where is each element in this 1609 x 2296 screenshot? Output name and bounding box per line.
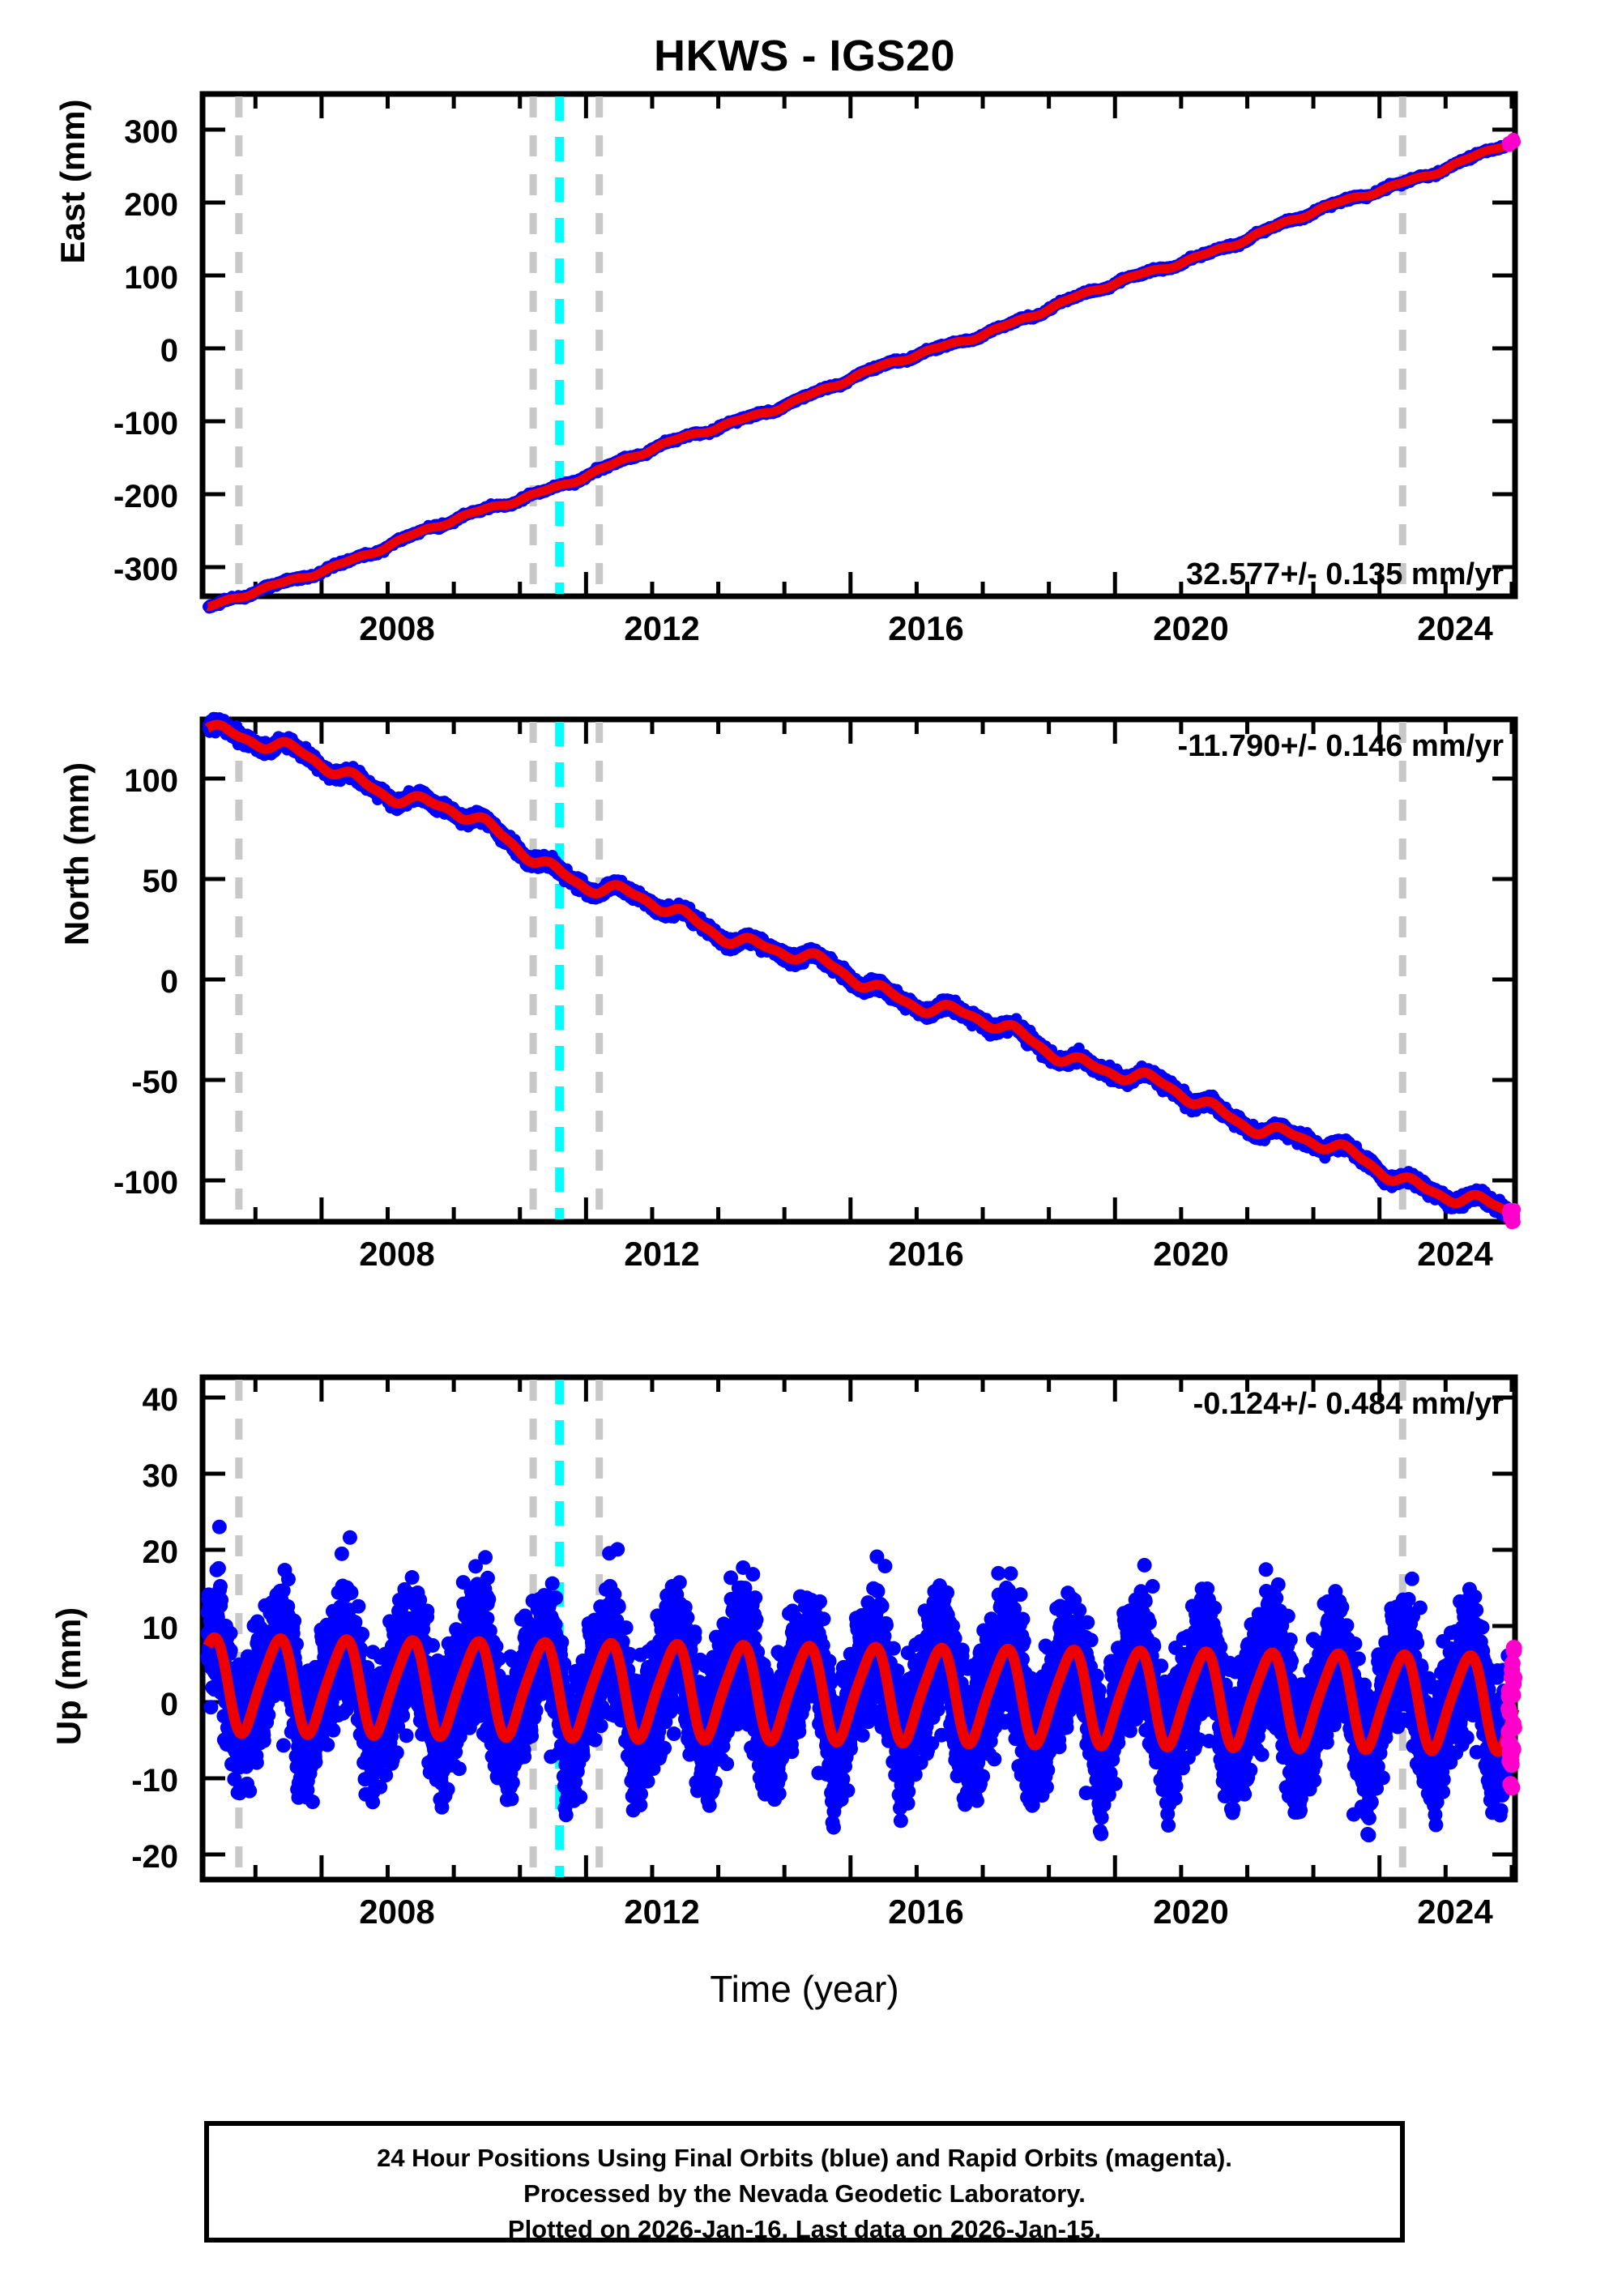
north-plot-area[interactable] (0, 672, 1609, 1337)
y-tick-east-4: -100 (32, 406, 178, 442)
y-tick-up-1: 30 (49, 1458, 179, 1495)
y-tick-east-3: 0 (49, 333, 178, 369)
y-tick-east-2: 100 (49, 260, 178, 297)
y-tick-up-5: -10 (32, 1763, 178, 1799)
y-tick-up-2: 20 (49, 1534, 179, 1571)
x-tick-east-2024: 2024 (1374, 609, 1536, 648)
y-tick-up-0: 40 (49, 1382, 179, 1419)
rate-annotation-north: -11.790+/- 0.146 mm/yr (1178, 729, 1504, 764)
x-tick-east-2012: 2012 (581, 609, 743, 648)
x-tick-north-2012: 2012 (581, 1235, 743, 1274)
up-plot-area[interactable] (0, 1345, 1609, 2009)
y-tick-east-6: -300 (32, 552, 178, 588)
x-tick-east-2016: 2016 (845, 609, 1007, 648)
y-tick-east-1: 200 (49, 187, 178, 224)
y-tick-north-4: -100 (20, 1165, 178, 1201)
y-tick-up-6: -20 (32, 1839, 178, 1876)
y-tick-north-3: -50 (20, 1065, 178, 1101)
x-axis-label: Time (year) (0, 1967, 1609, 2011)
x-tick-north-2016: 2016 (845, 1235, 1007, 1274)
y-tick-north-0: 100 (32, 763, 178, 800)
east-plot-area[interactable] (0, 0, 1609, 664)
footer-line-3: Plotted on 2026-Jan-16. Last data on 202… (209, 2212, 1400, 2247)
x-tick-north-2024: 2024 (1374, 1235, 1536, 1274)
rate-annotation-up: -0.124+/- 0.484 mm/yr (1193, 1387, 1504, 1422)
x-tick-east-2020: 2020 (1110, 609, 1272, 648)
y-tick-east-5: -200 (32, 479, 178, 515)
y-tick-east-0: 300 (49, 114, 178, 151)
y-tick-up-4: 0 (49, 1687, 178, 1723)
y-tick-north-2: 0 (32, 964, 178, 1001)
x-tick-up-2016: 2016 (845, 1893, 1007, 1931)
x-tick-up-2024: 2024 (1374, 1893, 1536, 1931)
x-tick-up-2008: 2008 (316, 1893, 478, 1931)
x-tick-up-2012: 2012 (581, 1893, 743, 1931)
footer-line-2: Processed by the Nevada Geodetic Laborat… (209, 2176, 1400, 2212)
x-tick-up-2020: 2020 (1110, 1893, 1272, 1931)
page-title: HKWS - IGS20 (0, 31, 1609, 81)
y-tick-up-3: 10 (49, 1611, 179, 1647)
footer-caption: 24 Hour Positions Using Final Orbits (bl… (204, 2121, 1405, 2243)
y-tick-north-1: 50 (32, 864, 179, 900)
footer-line-1: 24 Hour Positions Using Final Orbits (bl… (209, 2140, 1400, 2176)
x-tick-east-2008: 2008 (316, 609, 478, 648)
x-tick-north-2020: 2020 (1110, 1235, 1272, 1274)
x-tick-north-2008: 2008 (316, 1235, 478, 1274)
rate-annotation-east: 32.577+/- 0.135 mm/yr (1186, 557, 1504, 592)
